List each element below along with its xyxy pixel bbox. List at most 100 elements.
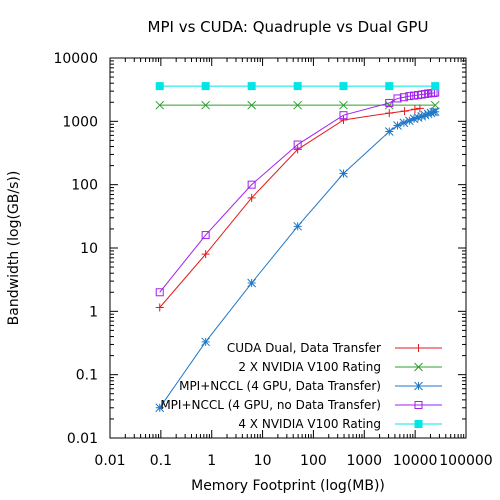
star-marker (430, 107, 440, 117)
series-point (293, 82, 302, 91)
legend-entry: CUDA Dual, Data Transfer (227, 341, 442, 355)
plus-marker (293, 145, 302, 154)
plus-marker (400, 107, 409, 116)
star-marker (293, 221, 303, 231)
series-point (410, 105, 419, 114)
series-point (247, 100, 257, 110)
plus-marker (385, 109, 394, 118)
x-tick-label: 10000 (393, 453, 438, 469)
x-tick-label: 10 (254, 453, 272, 469)
cross-marker (247, 100, 257, 110)
series-point (430, 107, 440, 117)
series-point (155, 288, 164, 297)
series-point (293, 221, 303, 231)
star-marker (426, 108, 436, 118)
series-point (430, 100, 440, 110)
filled-square-marker (201, 82, 210, 91)
series-point (414, 344, 423, 352)
series-point (293, 140, 302, 149)
series-point (339, 82, 348, 91)
series-point (247, 180, 256, 189)
y-tick-label: 10 (80, 241, 98, 257)
star-marker (405, 116, 414, 126)
series-point (393, 121, 402, 130)
legend-entry: MPI+NCCL (4 GPU, no Data Transfer) (160, 398, 442, 412)
legend-label: MPI+NCCL (4 GPU, Data Transfer) (179, 379, 381, 393)
y-tick-label: 100 (71, 178, 98, 194)
series-point (339, 169, 348, 178)
series-point (201, 231, 210, 240)
cross-marker (414, 362, 423, 372)
axes: 0.01 0.1 1 10 100 1000 10000 1000000.010.111010… (53, 51, 492, 469)
filled-square-marker (431, 82, 440, 91)
x-axis-label: Memory Footprint (log(MB)) (191, 478, 385, 494)
y-axis-label: Bandwidth (log(GB/s)) (6, 171, 22, 326)
star-marker (393, 121, 402, 130)
star-marker (155, 403, 165, 413)
star-marker (399, 118, 409, 128)
series-point (409, 114, 419, 124)
plus-marker (201, 250, 210, 259)
series-point (201, 82, 210, 91)
star-marker (247, 278, 257, 288)
series-point (384, 127, 394, 136)
square-marker (414, 401, 423, 409)
series-point (410, 91, 419, 100)
series-point (155, 82, 164, 91)
series-point (155, 403, 165, 413)
legend-label: MPI+NCCL (4 GPU, no Data Transfer) (160, 398, 381, 412)
series-point (426, 108, 436, 118)
series-point (247, 193, 256, 202)
x-tick-label: 0.01 (94, 453, 125, 469)
square-marker (405, 92, 414, 101)
filled-square-marker (385, 82, 394, 91)
series-point (431, 82, 440, 91)
series-point (385, 82, 394, 91)
plus-marker (410, 105, 419, 114)
star-marker (423, 109, 433, 119)
series-point (384, 100, 394, 110)
y-tick-label: 10000 (53, 51, 98, 67)
square-marker (399, 93, 408, 102)
series-point (415, 104, 424, 113)
cross-marker (201, 100, 211, 110)
star-marker (339, 169, 348, 178)
legend-label: 2 X NVIDIA V100 Rating (238, 360, 381, 374)
square-marker (393, 94, 402, 103)
series-point (339, 111, 348, 120)
x-tick-label: 100 (300, 453, 327, 469)
filled-square-marker (339, 82, 348, 91)
series-point (385, 98, 394, 107)
series-point (420, 110, 430, 120)
square-marker (201, 231, 210, 240)
legend: CUDA Dual, Data Transfer 2 X NVIDIA V100 … (160, 341, 442, 431)
series-point (339, 115, 348, 124)
series-point (414, 420, 423, 428)
data-series (155, 104, 424, 312)
series-point (155, 303, 164, 312)
series-point (405, 92, 414, 101)
series-point (417, 111, 427, 121)
data-series (155, 107, 440, 413)
star-marker (413, 113, 423, 122)
series-point (201, 250, 210, 259)
series-point (414, 381, 423, 391)
star-marker (414, 381, 423, 391)
legend-label: 4 X NVIDIA V100 Rating (238, 417, 381, 431)
legend-label: CUDA Dual, Data Transfer (227, 341, 381, 355)
star-marker (420, 110, 430, 120)
data-series (155, 82, 440, 91)
x-tick-label: 1 (207, 453, 216, 469)
cross-marker (339, 100, 348, 110)
square-marker (410, 91, 419, 100)
cross-marker (430, 100, 440, 110)
series-point (293, 145, 302, 154)
y-tick-label: 0.01 (67, 431, 98, 447)
square-marker (293, 140, 302, 149)
series-point (399, 93, 408, 102)
cross-marker (293, 100, 303, 110)
series-point (414, 362, 423, 372)
data-series (155, 88, 440, 297)
